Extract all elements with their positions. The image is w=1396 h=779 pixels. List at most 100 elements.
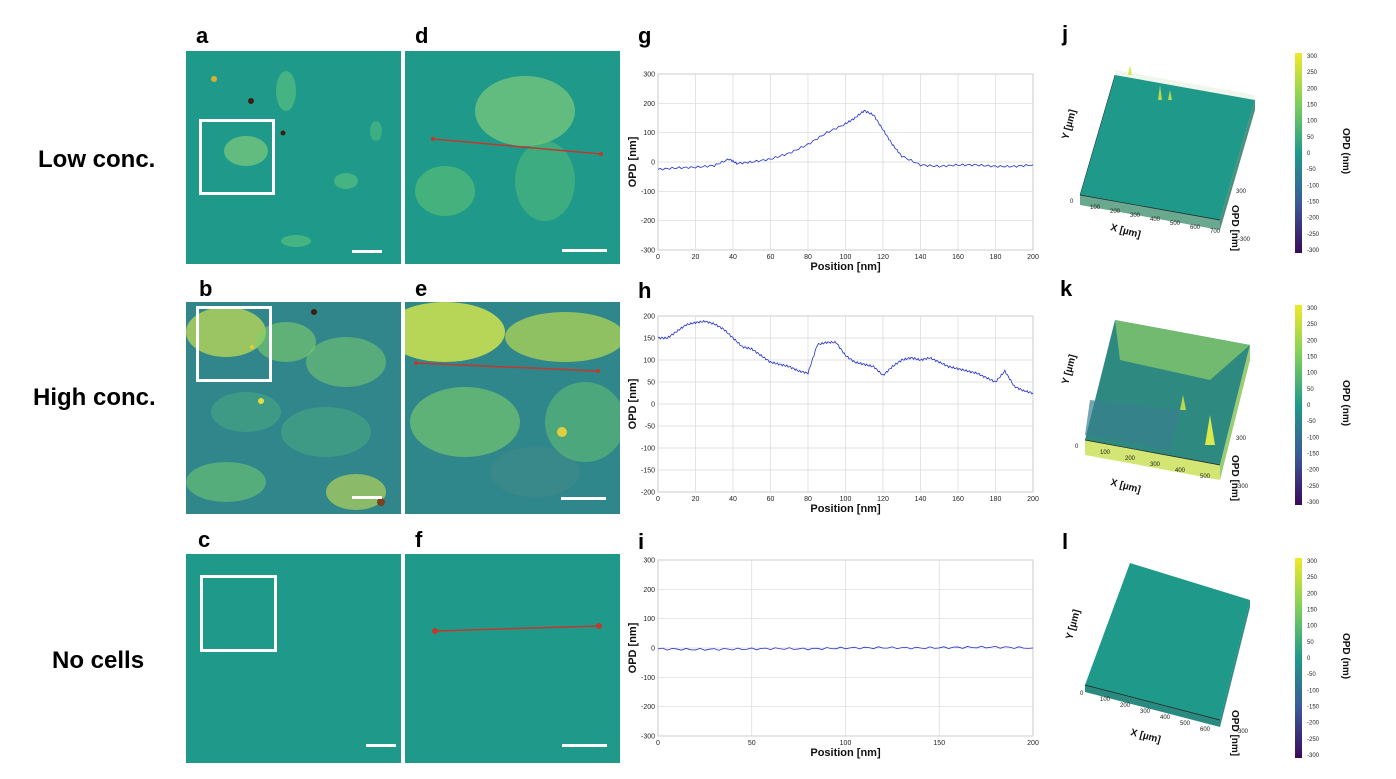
colorbar-tick: -50 <box>1307 419 1316 425</box>
panel-letter-h: h <box>638 278 652 303</box>
y-tick-label: -300 <box>641 248 655 255</box>
svg-text:0: 0 <box>1075 444 1079 450</box>
row-label-high-conc: High conc. <box>33 384 156 411</box>
x-tick-label: 160 <box>952 496 964 503</box>
colorbar-tick: -100 <box>1307 183 1320 189</box>
row-label-no-cells: No cells <box>52 647 145 674</box>
surface-x-label-j: X [µm] <box>1109 222 1142 241</box>
y-tick-label: 100 <box>643 616 655 623</box>
y-tick-label: -100 <box>641 189 655 196</box>
panel-letter-c: c <box>198 527 211 552</box>
colorbar-tick: -150 <box>1307 452 1320 458</box>
colorbar-tick: -50 <box>1307 672 1316 678</box>
colorbar-tick: 250 <box>1307 322 1318 328</box>
profile-line-e <box>415 362 599 372</box>
scale-bar-c <box>366 744 396 747</box>
colorbar-tick: 100 <box>1307 119 1318 125</box>
colorbar-tick: 50 <box>1307 135 1314 141</box>
x-tick-label: 50 <box>748 740 756 747</box>
x-tick-label: 160 <box>952 254 964 261</box>
svg-text:400: 400 <box>1150 217 1161 223</box>
svg-text:-300: -300 <box>1236 729 1249 735</box>
y-axis-title: OPD [nm] <box>627 622 639 673</box>
panel-letter-b: b <box>199 276 213 301</box>
colorbar-tick: -100 <box>1307 435 1320 441</box>
svg-text:200: 200 <box>1120 703 1131 709</box>
y-tick-label: 0 <box>651 646 655 653</box>
panel-letter-d: d <box>415 23 429 48</box>
y-tick-label: 300 <box>643 72 655 79</box>
panel-letter-f: f <box>415 527 423 552</box>
colorbar-tick: -300 <box>1307 753 1320 759</box>
y-tick-label: -100 <box>641 446 655 453</box>
cell-blobs-b <box>186 302 401 514</box>
y-tick-label: 100 <box>643 130 655 137</box>
svg-text:100: 100 <box>1090 205 1101 211</box>
svg-text:700: 700 <box>1210 229 1221 235</box>
colorbar-tick: 50 <box>1307 640 1314 646</box>
colorbar-tick: -150 <box>1307 705 1320 711</box>
x-tick-label: 120 <box>877 496 889 503</box>
scale-bar-f <box>562 744 607 747</box>
surface-plot-l: Y [µm] X [µm] OPD [nm] 0 100 200 300 400… <box>1060 555 1260 770</box>
x-tick-label: 100 <box>840 496 852 503</box>
svg-text:200: 200 <box>1110 209 1121 215</box>
y-tick-label: -300 <box>641 734 655 741</box>
colorbar-tick: 300 <box>1307 559 1318 565</box>
microscopy-image-b <box>186 302 401 514</box>
panel-letter-g: g <box>638 23 652 48</box>
x-axis-title: Position [nm] <box>810 503 881 515</box>
scale-bar-b <box>352 496 382 499</box>
colorbar-tick: 250 <box>1307 575 1318 581</box>
profile-line-f <box>434 625 600 632</box>
colorbar-tick: 0 <box>1307 151 1311 157</box>
x-tick-label: 180 <box>990 254 1002 261</box>
colorbar-svg-k: 300 250 200 150 100 50 0 -50 -100 -150 -200 -250 -30… <box>1295 305 1351 506</box>
y-axis-title: OPD [nm] <box>627 136 639 187</box>
zoom-overlay-f <box>432 623 602 634</box>
colorbar-tick: 250 <box>1307 70 1318 76</box>
microscopy-zoom-d <box>405 51 620 264</box>
series-line-h <box>657 319 1034 395</box>
colorbar-tick: 100 <box>1307 624 1318 630</box>
surface-x-label-l: X [µm] <box>1129 727 1162 746</box>
colorbar-tick: 150 <box>1307 608 1318 614</box>
line-plot-i: 0 50 100 150 200 300 200 100 0 -100 -200 -300 Positi… <box>627 554 1040 764</box>
y-tick-label: 100 <box>643 358 655 365</box>
roi-box-c <box>200 575 277 652</box>
svg-text:100: 100 <box>1100 697 1111 703</box>
colorbar-tick: -250 <box>1307 232 1320 238</box>
surface-y-label-k: Y [µm] <box>1060 353 1079 385</box>
y-tick-label: -100 <box>641 675 655 682</box>
svg-text:0: 0 <box>1070 199 1074 205</box>
plot-g-svg: 0 20 40 60 80 100 120 140 160 180 200 300 200 100 0 -10… <box>627 72 1039 274</box>
x-tick-label: 0 <box>656 740 660 747</box>
scale-bar-d <box>562 249 607 252</box>
svg-text:500: 500 <box>1180 721 1191 727</box>
surface-plot-k: Y [µm] X [µm] OPD [nm] 0 100 200 300 400… <box>1060 300 1260 515</box>
x-tick-label: 60 <box>767 496 775 503</box>
colorbar-gradient <box>1295 53 1302 253</box>
svg-text:-300: -300 <box>1238 237 1251 243</box>
y-tick-label: -200 <box>641 490 655 497</box>
svg-text:-300: -300 <box>1236 484 1249 490</box>
microscopy-image-c <box>186 554 401 763</box>
colorbar-tick: -300 <box>1307 500 1320 506</box>
svg-text:600: 600 <box>1200 727 1211 733</box>
colorbar-tick: 50 <box>1307 387 1314 393</box>
surface-z-label-j: OPD [nm] <box>1229 205 1240 251</box>
colorbar-title: OPD (nm) <box>1340 380 1351 426</box>
x-tick-label: 120 <box>877 254 889 261</box>
profile-line-d <box>432 138 602 155</box>
plot-i-svg: 0 50 100 150 200 300 200 100 0 -100 -200 -300 Positi… <box>627 558 1039 760</box>
y-axis-title: OPD [nm] <box>627 378 639 429</box>
scale-bar-e <box>561 497 606 500</box>
colorbar-tick: 200 <box>1307 86 1318 92</box>
y-tick-label: 150 <box>643 336 655 343</box>
colorbar-tick: 0 <box>1307 656 1311 662</box>
colorbar-tick: -150 <box>1307 200 1320 206</box>
panel-letter-k: k <box>1060 276 1073 301</box>
surface-z-label-l: OPD [nm] <box>1229 710 1240 756</box>
x-axis-title: Position [nm] <box>810 747 881 759</box>
zoom-overlay-e <box>405 302 620 514</box>
